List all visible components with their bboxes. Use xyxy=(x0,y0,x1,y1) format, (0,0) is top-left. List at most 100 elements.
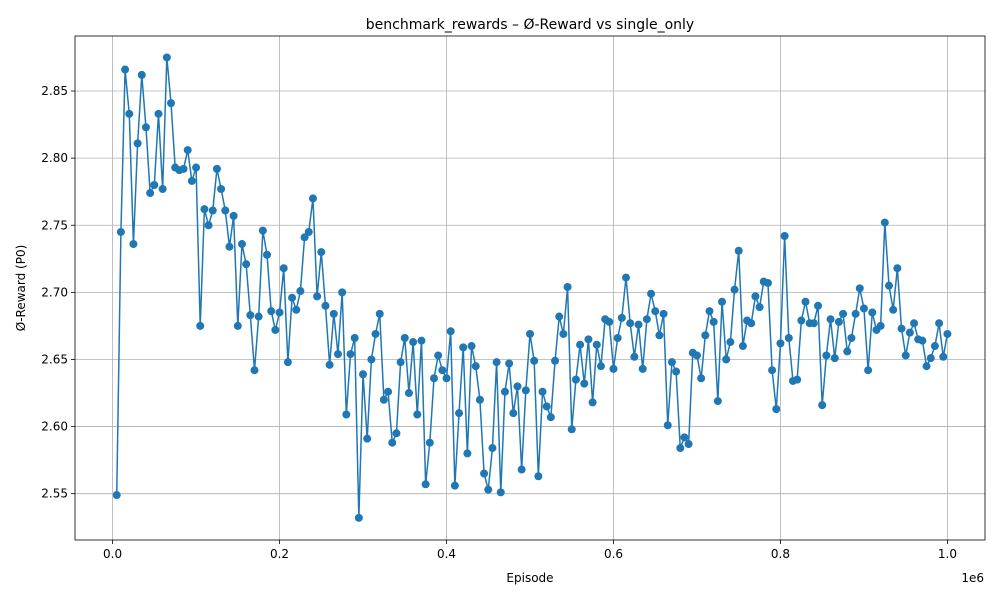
data-point xyxy=(388,438,397,447)
data-point xyxy=(697,374,706,383)
data-point xyxy=(333,350,342,359)
data-point xyxy=(776,339,785,348)
data-point xyxy=(655,331,664,340)
data-point xyxy=(801,297,810,306)
data-point xyxy=(346,350,355,359)
data-point xyxy=(830,354,839,363)
data-point xyxy=(350,334,359,342)
data-point xyxy=(154,109,163,118)
data-point xyxy=(471,362,480,371)
data-point xyxy=(488,444,497,453)
data-point xyxy=(630,352,639,361)
data-point xyxy=(250,366,259,375)
data-point xyxy=(772,405,781,414)
data-point xyxy=(150,180,159,189)
data-point xyxy=(492,358,501,367)
data-point xyxy=(642,315,651,324)
data-point xyxy=(876,321,885,330)
series-line xyxy=(115,57,949,518)
data-point xyxy=(884,281,893,290)
data-point xyxy=(672,367,681,376)
data-point xyxy=(726,338,735,347)
data-point xyxy=(546,413,555,422)
data-point xyxy=(371,329,380,338)
data-point xyxy=(288,293,297,302)
data-point xyxy=(446,327,455,336)
data-point xyxy=(596,362,605,371)
data-point xyxy=(438,366,447,375)
data-point xyxy=(413,410,422,419)
data-point xyxy=(296,287,305,296)
x-axis-offset-label: 1e6 xyxy=(961,571,984,585)
data-point xyxy=(121,65,130,74)
data-point xyxy=(392,429,401,438)
y-tick-label: 2.65 xyxy=(41,352,68,366)
data-point xyxy=(893,264,902,273)
data-point xyxy=(217,185,226,194)
data-point xyxy=(780,231,789,240)
data-point xyxy=(304,227,313,236)
data-point xyxy=(225,242,234,251)
data-point xyxy=(242,260,251,269)
data-point xyxy=(571,375,580,384)
data-point xyxy=(141,123,150,132)
data-point xyxy=(847,334,856,342)
data-point xyxy=(271,325,280,334)
data-point xyxy=(379,395,388,404)
data-point xyxy=(187,176,196,185)
data-point xyxy=(667,358,676,367)
data-point xyxy=(308,194,317,203)
x-tick-label: 0.0 xyxy=(103,547,122,561)
data-point xyxy=(354,513,363,522)
data-point xyxy=(400,334,409,342)
x-axis-label: Episode xyxy=(506,571,553,585)
data-point xyxy=(279,264,288,273)
data-point xyxy=(212,164,221,173)
data-point xyxy=(417,336,426,345)
data-point xyxy=(551,356,560,365)
data-point xyxy=(926,354,935,363)
data-point xyxy=(229,211,238,220)
data-point xyxy=(897,324,906,333)
data-point xyxy=(475,395,484,404)
data-point xyxy=(450,481,459,490)
data-point xyxy=(183,146,192,155)
data-point xyxy=(684,440,693,449)
data-point xyxy=(814,301,823,310)
y-tick-label: 2.75 xyxy=(41,218,68,232)
data-point xyxy=(196,321,205,330)
y-tick-label: 2.70 xyxy=(41,285,68,299)
data-point xyxy=(517,465,526,474)
data-point xyxy=(521,386,530,395)
data-point xyxy=(292,305,301,314)
data-point xyxy=(179,164,188,173)
data-point xyxy=(237,240,246,249)
data-point xyxy=(930,342,939,351)
data-point xyxy=(321,301,330,310)
data-point xyxy=(822,351,831,360)
data-point xyxy=(709,317,718,326)
data-point xyxy=(922,362,931,371)
data-point xyxy=(459,343,468,352)
chart-title: benchmark_rewards – Ø-Reward vs single_o… xyxy=(366,17,694,33)
data-point xyxy=(129,240,138,249)
data-point xyxy=(530,356,539,365)
data-point xyxy=(705,307,714,316)
data-point xyxy=(617,313,626,322)
data-point xyxy=(542,402,551,411)
data-point xyxy=(513,382,522,391)
data-point xyxy=(133,139,142,148)
data-point xyxy=(784,334,793,342)
data-point xyxy=(713,397,722,406)
data-point xyxy=(233,321,242,330)
data-point xyxy=(935,319,944,328)
data-point xyxy=(809,319,818,328)
data-point xyxy=(634,320,643,329)
data-point xyxy=(868,308,877,317)
data-point xyxy=(167,99,176,108)
data-point xyxy=(588,398,597,407)
data-point xyxy=(258,226,267,235)
data-point xyxy=(638,364,647,373)
data-point xyxy=(200,205,209,214)
data-point xyxy=(851,309,860,318)
